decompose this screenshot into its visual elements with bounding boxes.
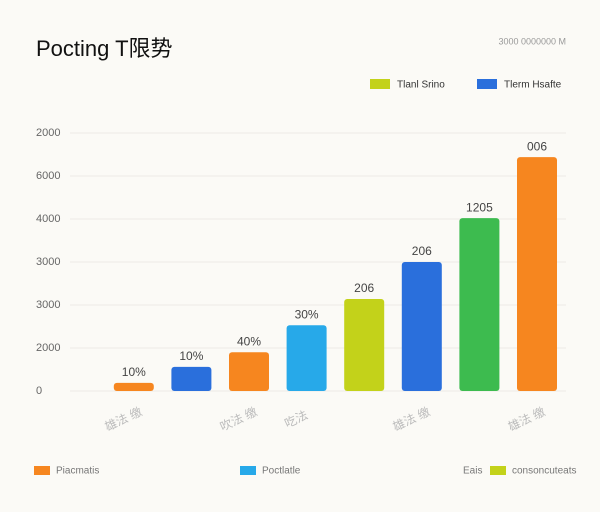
bar bbox=[113, 382, 154, 391]
subtitle: 3000 0000000 M bbox=[498, 36, 566, 46]
bar bbox=[171, 366, 212, 391]
bar bbox=[344, 298, 385, 391]
legend-label: Tlerm Hsafte bbox=[504, 80, 562, 91]
value-label: 10% bbox=[179, 349, 203, 363]
value-label: 40% bbox=[237, 334, 261, 348]
y-tick-label: 0 bbox=[36, 385, 42, 397]
chart-title: Pocting T限势 bbox=[36, 36, 173, 61]
bar bbox=[517, 157, 557, 391]
y-tick-label: 3000 bbox=[36, 299, 60, 311]
value-label: 206 bbox=[354, 281, 374, 295]
y-tick-label: 2000 bbox=[36, 127, 60, 139]
legend-label: Poctlatle bbox=[262, 466, 301, 477]
y-tick-label: 4000 bbox=[36, 213, 60, 225]
legend-label: Tlanl Srino bbox=[397, 80, 445, 91]
value-label: 006 bbox=[527, 139, 547, 153]
x-tick-label: 雄法 缴 bbox=[102, 404, 144, 434]
bar bbox=[229, 352, 269, 391]
legend-swatch bbox=[490, 466, 506, 475]
bar bbox=[286, 325, 327, 391]
y-tick-label: 2000 bbox=[36, 342, 60, 354]
legend-swatch bbox=[34, 466, 50, 475]
bar bbox=[401, 262, 442, 391]
x-tick-label: 雄法 缴 bbox=[505, 404, 547, 434]
legend-label: Eais bbox=[463, 466, 482, 477]
y-tick-label: 3000 bbox=[36, 256, 60, 268]
x-tick-label: 吃法 bbox=[282, 408, 310, 431]
y-tick-label: 6000 bbox=[36, 170, 60, 182]
x-tick-label: 吹法 缴 bbox=[217, 404, 259, 434]
value-label: 206 bbox=[412, 244, 432, 258]
x-tick-label: 雄法 缴 bbox=[390, 404, 432, 434]
bar bbox=[459, 218, 500, 391]
value-label: 30% bbox=[295, 307, 319, 321]
legend-swatch bbox=[370, 79, 390, 89]
value-label: 10% bbox=[122, 365, 146, 379]
value-label: 1205 bbox=[466, 200, 493, 214]
legend-swatch bbox=[240, 466, 256, 475]
legend-label: consoncuteats bbox=[512, 466, 577, 477]
legend-label: Piacmatis bbox=[56, 466, 99, 477]
legend-swatch bbox=[477, 79, 497, 89]
